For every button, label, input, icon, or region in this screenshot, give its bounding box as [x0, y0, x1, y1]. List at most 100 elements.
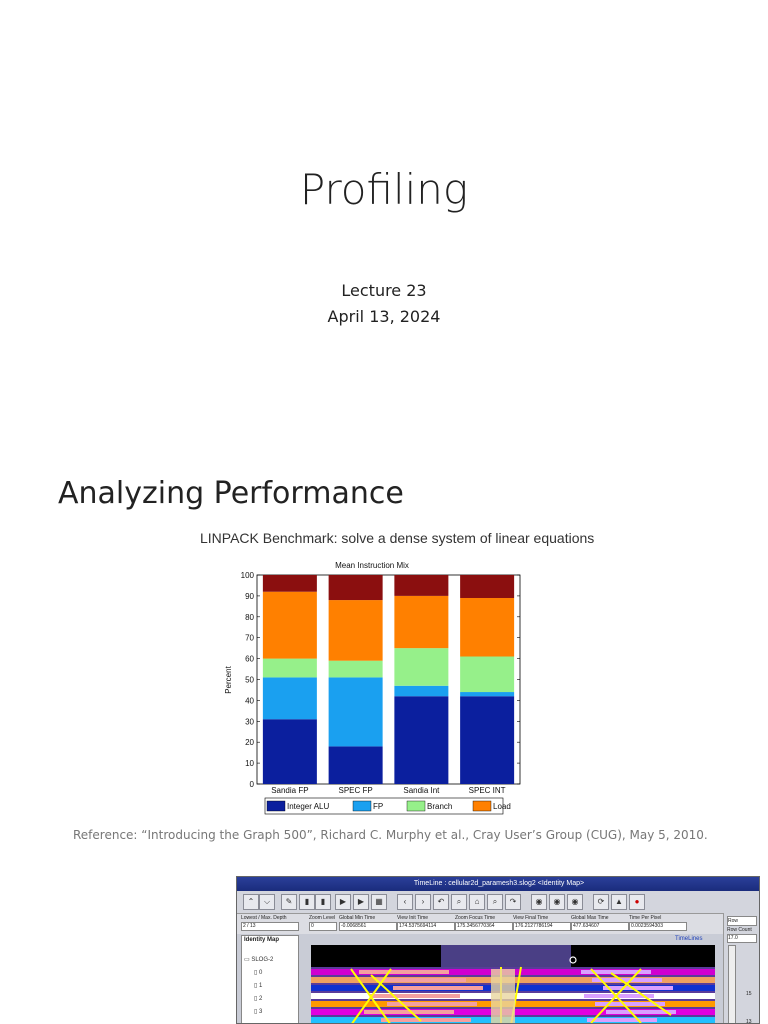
zoom-cursor-icon	[569, 956, 577, 964]
bar-segment	[328, 600, 383, 661]
timeline-state	[376, 978, 466, 982]
toolbar-button[interactable]: ⌕	[487, 894, 503, 910]
toolbar-button[interactable]: ↷	[505, 894, 521, 910]
info-field-label: View Init Time	[397, 915, 429, 921]
toolbar-button[interactable]: ›	[415, 894, 431, 910]
info-field: Lowest / Max. Depth 2 / 13	[241, 915, 299, 931]
toolbar-button[interactable]: ▮	[299, 894, 315, 910]
toolbar-button[interactable]: ✎	[281, 894, 297, 910]
timeline-state	[595, 1002, 665, 1006]
info-field: Global Max Time 477.634607	[571, 915, 629, 931]
y-tick-label: 70	[245, 634, 254, 643]
legend-swatch	[472, 800, 492, 812]
info-field-label: View Final Time	[513, 915, 549, 921]
row-slider[interactable]	[728, 945, 736, 1023]
bar-segment	[394, 595, 449, 649]
info-field-label: Global Min Time	[339, 915, 376, 921]
info-field-value[interactable]: 477.634607	[571, 922, 629, 931]
toolbar-button[interactable]: ⌕	[451, 894, 467, 910]
reference-text: Reference: “Introducing the Graph 500”, …	[73, 828, 708, 842]
toolbar-button[interactable]: ▦	[371, 894, 387, 910]
bar-segment	[328, 677, 383, 747]
message-arrow	[370, 974, 422, 1022]
bar-segment	[394, 685, 449, 697]
y-tick-label: 60	[245, 655, 254, 664]
bar-segment	[328, 660, 383, 678]
tree-item[interactable]: ▯ 1	[254, 983, 263, 989]
info-field-value[interactable]: 174.5375694114	[397, 922, 455, 931]
toolbar-button[interactable]: ◉	[531, 894, 547, 910]
message-arrow	[351, 968, 392, 1023]
timeline-state	[364, 1010, 454, 1014]
info-field-value[interactable]: 2 / 13	[241, 922, 299, 931]
bar-segment	[460, 575, 515, 598]
info-field-value[interactable]: 0.0023594303	[629, 922, 687, 931]
plot-area: 0 10 20 30 40 50 60 70 80 90 100 Sandia FP SPEC FP Sa…	[241, 571, 521, 795]
identity-map-tree[interactable]: Identity Map ▭ SLOG-2 ▯ 0 ▯ 1 ▯ 2 ▯ 3	[241, 935, 299, 1023]
timeline-state	[387, 1002, 477, 1006]
legend-swatch	[352, 800, 372, 812]
y-tick-label: 100	[241, 571, 255, 580]
tree-item[interactable]: ▭ SLOG-2	[244, 957, 274, 963]
tree-item[interactable]: ▯ 0	[254, 970, 263, 976]
legend-box	[264, 797, 504, 815]
x-category-label: Sandia FP	[271, 786, 308, 795]
info-field-label: Global Max Time	[571, 915, 609, 921]
y-tick-label: 40	[245, 696, 254, 705]
timelines-label: TimeLines	[675, 936, 703, 942]
bar-segment	[460, 692, 515, 697]
y-tick-label: 30	[245, 717, 254, 726]
info-field: Zoom Focus Time 175.3456770364	[455, 915, 513, 931]
message-arrow	[610, 972, 672, 1016]
bar-segment	[394, 648, 449, 686]
x-category-label: SPEC INT	[469, 786, 506, 795]
info-field-label: Lowest / Max. Depth	[241, 915, 287, 921]
y-tick-label: 10	[245, 759, 254, 768]
toolbar-button[interactable]: ▮	[315, 894, 331, 910]
toolbar-button[interactable]: ◉	[567, 894, 583, 910]
legend-label: Load	[493, 802, 511, 811]
info-field-value[interactable]: 176.2127786194	[513, 922, 571, 931]
y-tick-label: 20	[245, 738, 254, 747]
info-field-value[interactable]: -0.0068561	[339, 922, 397, 931]
toolbar-button[interactable]: ▲	[611, 894, 627, 910]
slide-title: Profiling	[299, 165, 469, 214]
timeline-state	[370, 994, 460, 998]
toolbar-button[interactable]: ▶	[353, 894, 369, 910]
window-toolbar: ⌃ ⌵ ✎ ▮ ▮ ▶ ▶ ▦ ‹ › ↶ ⌕ ⌂ ⌕ ↷ ◉ ◉ ◉ ⟳ ▲ ●	[237, 891, 759, 914]
tree-item[interactable]: ▯ 3	[254, 1009, 263, 1015]
info-field-label: Zoom Focus Time	[455, 915, 496, 921]
info-field-value[interactable]: 175.3456770364	[455, 922, 513, 931]
toolbar-button[interactable]: ▶	[335, 894, 351, 910]
tree-item[interactable]: ▯ 2	[254, 996, 263, 1002]
toolbar-button[interactable]: ⌵	[259, 894, 275, 910]
toolbar-button[interactable]: ‹	[397, 894, 413, 910]
chart-title: Mean Instruction Mix	[335, 561, 409, 570]
toolbar-button[interactable]: ●	[629, 894, 645, 910]
toolbar-button[interactable]: ◉	[549, 894, 565, 910]
toolbar-button[interactable]: ↶	[433, 894, 449, 910]
timeline-state	[592, 978, 662, 982]
row-count-value[interactable]: 17.0	[727, 934, 757, 943]
info-field: Zoom Level 0	[309, 915, 337, 931]
timeline-state	[581, 970, 651, 974]
timeline-canvas[interactable]	[311, 945, 715, 1024]
time-info-bar: Lowest / Max. Depth 2 / 13 Zoom Level 0 Glob…	[237, 914, 759, 934]
bar-segment	[394, 575, 449, 596]
timeline-state	[393, 986, 483, 990]
timeline-state	[603, 986, 673, 990]
info-field-value[interactable]: 0	[309, 922, 337, 931]
bar-segment	[328, 575, 383, 601]
bar-segment	[460, 696, 515, 784]
toolbar-button[interactable]: ⟳	[593, 894, 609, 910]
toolbar-button[interactable]: ⌂	[469, 894, 485, 910]
lecture-number: Lecture 23	[341, 281, 427, 300]
row-mode-select[interactable]: Row	[727, 916, 757, 926]
message-arrow	[590, 968, 642, 1023]
bar-segment	[394, 696, 449, 784]
legend-swatch	[266, 800, 286, 812]
toolbar-button[interactable]: ⌃	[243, 894, 259, 910]
bar-segment	[262, 658, 317, 678]
window-titlebar: TimeLine : cellular2d_paramesh3.slog2 <I…	[237, 877, 759, 891]
bar-segment	[328, 746, 383, 784]
